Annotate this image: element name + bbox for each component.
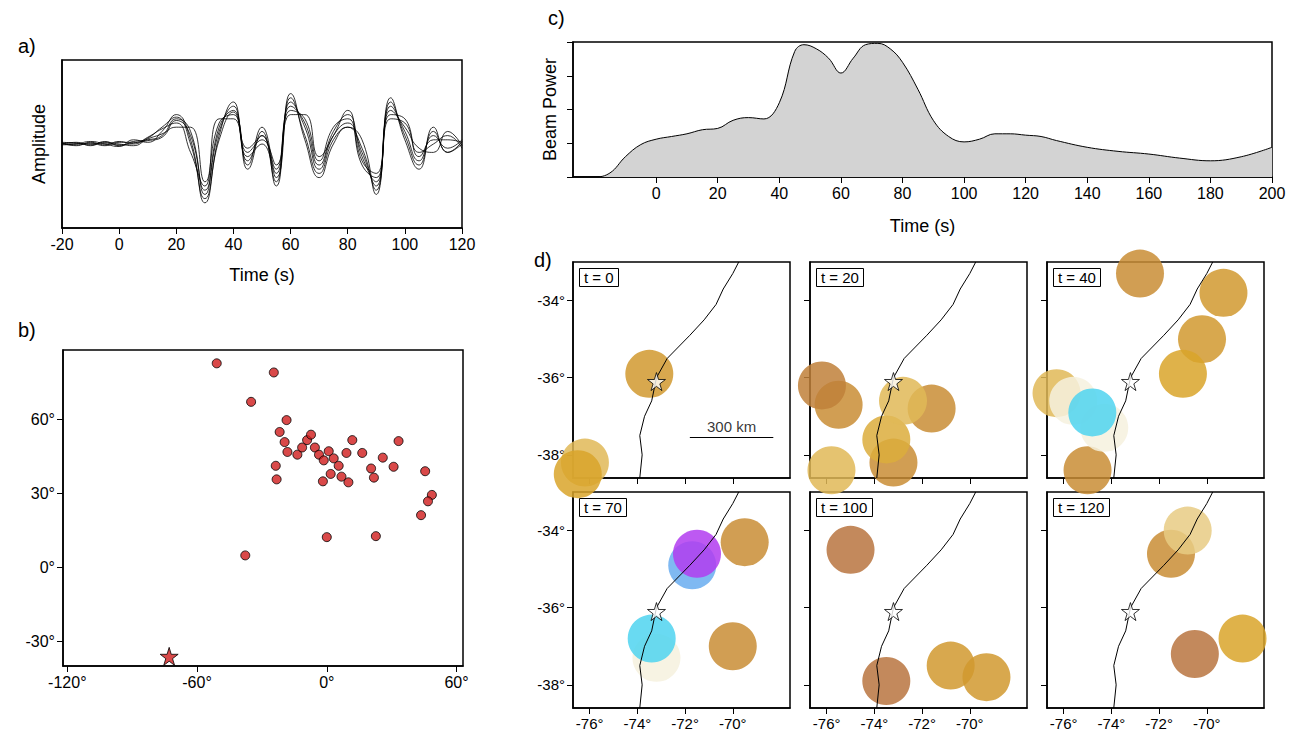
svg-text:80: 80 [894,185,912,202]
svg-text:40: 40 [770,185,788,202]
svg-text:60°: 60° [31,411,55,428]
svg-text:40: 40 [225,236,243,253]
svg-text:60: 60 [282,236,300,253]
svg-text:-74°: -74° [624,715,652,732]
svg-text:-120°: -120° [48,674,86,691]
svg-text:t = 0: t = 0 [584,269,614,286]
svg-text:Beam Power: Beam Power [540,58,560,161]
svg-text:-74°: -74° [1098,715,1126,732]
svg-text:200: 200 [1259,185,1286,202]
svg-text:t = 20: t = 20 [821,269,859,286]
svg-text:120: 120 [1012,185,1039,202]
svg-text:t = 70: t = 70 [584,499,622,516]
svg-text:0°: 0° [319,674,334,691]
svg-text:100: 100 [951,185,978,202]
svg-text:160: 160 [1135,185,1162,202]
svg-text:30°: 30° [31,485,55,502]
svg-text:20: 20 [167,236,185,253]
svg-text:60°: 60° [444,674,468,691]
svg-text:-76°: -76° [576,715,604,732]
svg-text:300 km: 300 km [707,418,756,435]
svg-text:-20: -20 [50,236,73,253]
svg-text:100: 100 [392,236,419,253]
svg-text:140: 140 [1074,185,1101,202]
svg-text:-76°: -76° [813,715,841,732]
svg-text:t = 40: t = 40 [1058,269,1096,286]
svg-text:-72°: -72° [1145,715,1173,732]
svg-text:t = 100: t = 100 [821,499,867,516]
svg-text:Amplitude: Amplitude [29,104,49,184]
svg-text:Time (s): Time (s) [890,216,955,236]
svg-text:-74°: -74° [861,715,889,732]
svg-text:-38°: -38° [537,676,565,693]
svg-text:-38°: -38° [537,446,565,464]
svg-text:c): c) [548,7,565,29]
svg-text:-70°: -70° [719,715,747,732]
svg-text:0°: 0° [40,559,55,576]
svg-text:-72°: -72° [671,715,699,732]
svg-text:-70°: -70° [1193,715,1221,732]
svg-text:-36°: -36° [537,599,565,616]
svg-text:d): d) [534,249,552,271]
svg-text:Time (s): Time (s) [229,265,294,285]
svg-text:a): a) [18,35,36,57]
svg-text:-36°: -36° [537,369,565,386]
svg-text:20: 20 [709,185,727,202]
svg-text:-60°: -60° [182,674,212,691]
svg-text:-34°: -34° [537,522,565,539]
svg-text:120: 120 [449,236,476,253]
svg-text:0: 0 [115,236,124,253]
svg-text:b): b) [18,319,36,341]
svg-text:180: 180 [1197,185,1224,202]
svg-text:-30°: -30° [25,633,55,650]
svg-text:60: 60 [832,185,850,202]
svg-text:-70°: -70° [956,715,984,732]
svg-text:-34°: -34° [537,292,565,309]
svg-text:80: 80 [339,236,357,253]
svg-text:t = 120: t = 120 [1058,499,1104,516]
svg-text:-76°: -76° [1050,715,1078,732]
svg-text:-72°: -72° [908,715,936,732]
svg-text:0: 0 [652,185,661,202]
